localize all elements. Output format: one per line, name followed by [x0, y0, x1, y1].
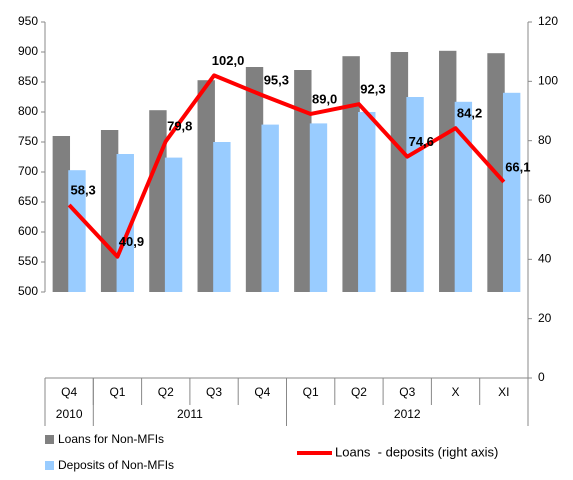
data-label: 89,0 [312, 91, 337, 106]
y2-tick-label: 40 [538, 252, 552, 266]
legend-label: Loans - deposits (right axis) [335, 444, 498, 459]
line [67, 73, 506, 259]
x-tick-label: Q3 [206, 385, 222, 399]
bar [358, 112, 376, 292]
bar [342, 56, 360, 293]
x-tick-label: XI [498, 385, 509, 399]
bar [213, 142, 231, 292]
y2-tick-label: 0 [538, 370, 545, 384]
bar [439, 50, 457, 292]
data-label: 74,6 [409, 134, 434, 149]
group-label: 2010 [56, 407, 83, 421]
x-tick-label: Q3 [399, 385, 415, 399]
legend-label: Loans for Non-MFIs [58, 432, 164, 446]
y-tick-label: 750 [18, 134, 38, 148]
y2-tick-label: 80 [538, 133, 552, 147]
y-tick-label: 850 [18, 74, 38, 88]
bar [100, 130, 119, 292]
data-label: 79,8 [167, 119, 192, 134]
y-tick-label: 800 [18, 104, 38, 118]
legend-swatch [45, 435, 54, 444]
bar [197, 80, 215, 292]
data-label: 66,1 [505, 159, 530, 174]
data-label: 40,9 [119, 234, 144, 249]
x-tick-label: Q1 [109, 385, 125, 399]
data-label: 95,3 [264, 73, 289, 88]
bar [164, 157, 183, 292]
bar [261, 124, 279, 292]
x-tick-label: Q2 [351, 385, 367, 399]
y2-tick-label: 20 [538, 311, 552, 325]
legend-label: Deposits of Non-MFIs [58, 458, 174, 472]
y-tick-label: 500 [18, 284, 38, 298]
bar [294, 70, 312, 292]
bar [52, 136, 71, 292]
bar [502, 92, 521, 292]
y-tick-label: 900 [18, 44, 38, 58]
y-tick-label: 550 [18, 254, 38, 268]
y2-tick-label: 100 [538, 74, 558, 88]
x-tick-label: Q4 [61, 385, 77, 399]
bar [454, 101, 473, 292]
x-tick-label: X [452, 385, 460, 399]
x-tick-label: Q2 [158, 385, 174, 399]
y2-tick-label: 60 [538, 192, 552, 206]
y-tick-label: 700 [18, 164, 38, 178]
bar [406, 97, 424, 292]
bar [309, 123, 328, 293]
group-label: 2011 [177, 407, 203, 421]
bar [149, 110, 167, 292]
y-tick-label: 600 [18, 224, 38, 238]
y2-tick-label: 120 [538, 14, 558, 28]
data-label: 102,0 [212, 53, 245, 68]
bar [68, 170, 86, 292]
x-tick-label: Q1 [303, 385, 319, 399]
bar [390, 52, 409, 292]
data-label: 92,3 [360, 82, 385, 97]
legend-swatch [45, 461, 54, 470]
x-tick-label: Q4 [254, 385, 270, 399]
bar [245, 67, 264, 292]
data-label: 58,3 [70, 182, 95, 197]
group-label: 2012 [394, 407, 421, 421]
y-tick-label: 950 [18, 14, 38, 28]
data-label: 84,2 [457, 106, 482, 121]
bar [116, 154, 134, 292]
y-tick-label: 650 [18, 194, 38, 208]
